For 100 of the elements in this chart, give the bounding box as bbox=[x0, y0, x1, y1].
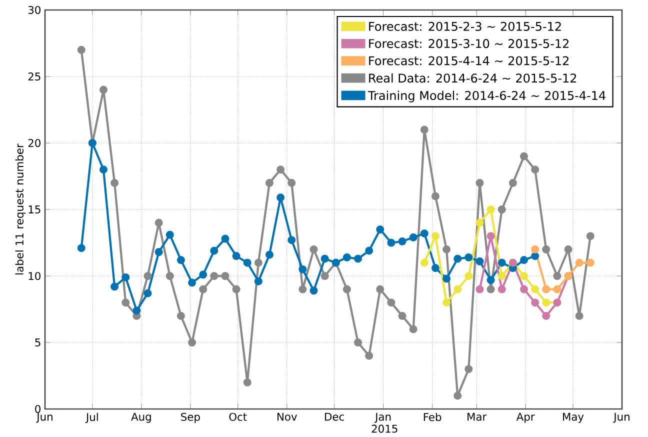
y-tick-label: 25 bbox=[28, 72, 40, 81]
point bbox=[476, 257, 484, 266]
point bbox=[464, 365, 473, 374]
point bbox=[77, 244, 86, 252]
point bbox=[288, 178, 296, 187]
point bbox=[476, 178, 484, 187]
point bbox=[265, 250, 274, 259]
point bbox=[298, 285, 307, 294]
y-tick-label: 30 bbox=[28, 6, 40, 14]
point bbox=[154, 218, 163, 227]
point bbox=[542, 298, 550, 307]
point bbox=[288, 236, 296, 244]
point bbox=[232, 285, 240, 294]
x-tick-label: Jun bbox=[613, 412, 630, 423]
point bbox=[320, 272, 329, 280]
point bbox=[508, 178, 517, 187]
point bbox=[210, 272, 218, 280]
x-tick-label: Jun bbox=[36, 412, 52, 423]
point bbox=[531, 285, 540, 294]
point bbox=[176, 256, 185, 264]
point bbox=[486, 276, 495, 284]
x-tick-label: Jan 2015 bbox=[372, 412, 398, 433]
point bbox=[486, 285, 495, 294]
point bbox=[342, 285, 351, 294]
point bbox=[276, 194, 285, 202]
point bbox=[520, 285, 528, 294]
point bbox=[531, 245, 540, 254]
point bbox=[243, 378, 252, 386]
point bbox=[409, 233, 418, 242]
x-tick-label: Dec bbox=[325, 412, 344, 421]
x-tick-label: Jul bbox=[85, 412, 98, 424]
point bbox=[575, 312, 584, 320]
point bbox=[520, 152, 528, 160]
point bbox=[132, 306, 141, 315]
y-axis-title: label 11 request number bbox=[15, 144, 26, 274]
x-tick-label: Nov bbox=[278, 412, 297, 421]
legend-label: Training Model: 2014-6-24 ~ 2015-4-14 bbox=[368, 90, 606, 102]
point bbox=[110, 282, 119, 291]
point bbox=[254, 277, 262, 286]
point bbox=[476, 218, 484, 227]
legend-label: Forecast: 2015-4-14 ~ 2015-5-12 bbox=[369, 56, 569, 66]
point bbox=[575, 258, 584, 267]
point bbox=[431, 232, 440, 240]
point bbox=[166, 272, 174, 280]
point bbox=[199, 285, 208, 294]
point bbox=[310, 286, 318, 295]
y-tick-label: 0 bbox=[35, 404, 40, 414]
x-tick-label: May bbox=[563, 412, 584, 423]
point bbox=[464, 253, 473, 262]
point bbox=[365, 246, 374, 255]
point bbox=[553, 285, 562, 294]
point bbox=[398, 237, 406, 246]
point bbox=[498, 272, 506, 280]
point bbox=[542, 285, 550, 294]
y-tick-label: 10 bbox=[28, 272, 40, 280]
point bbox=[221, 234, 230, 243]
point bbox=[232, 252, 240, 260]
point bbox=[144, 272, 152, 280]
point bbox=[276, 166, 285, 174]
point bbox=[454, 392, 462, 400]
point bbox=[199, 270, 208, 279]
point bbox=[486, 205, 495, 214]
point bbox=[298, 265, 307, 274]
point bbox=[310, 245, 318, 254]
point bbox=[144, 289, 152, 298]
legend-label: Forecast: 2015-3-10 ~ 2015-5-12 bbox=[369, 39, 569, 48]
legend-label: Real Data: 2014-6-24 ~ 2015-5-12 bbox=[369, 73, 576, 83]
point bbox=[99, 86, 108, 94]
point bbox=[176, 312, 185, 320]
point bbox=[354, 254, 362, 263]
point bbox=[110, 178, 119, 187]
point bbox=[265, 178, 274, 187]
point bbox=[420, 258, 428, 267]
point bbox=[376, 225, 384, 234]
point bbox=[122, 298, 130, 307]
point bbox=[476, 285, 484, 294]
point bbox=[542, 245, 550, 254]
y-tick-label: 5 bbox=[35, 338, 40, 346]
point bbox=[553, 272, 562, 280]
point bbox=[586, 258, 594, 267]
point bbox=[387, 238, 396, 247]
point bbox=[166, 230, 174, 239]
point bbox=[454, 254, 462, 263]
point bbox=[586, 232, 594, 240]
point bbox=[365, 352, 374, 360]
point bbox=[420, 126, 428, 134]
point bbox=[454, 285, 462, 294]
y-tick-label: 15 bbox=[28, 206, 40, 214]
x-tick-label: Sep bbox=[181, 412, 200, 423]
point bbox=[531, 298, 540, 307]
point bbox=[520, 256, 528, 264]
point bbox=[498, 205, 506, 214]
point bbox=[442, 245, 451, 254]
point bbox=[376, 285, 384, 294]
point bbox=[442, 298, 451, 307]
point bbox=[99, 166, 108, 174]
x-tick-label: Feb bbox=[424, 412, 442, 422]
y-tick-label: 20 bbox=[28, 138, 40, 148]
point bbox=[243, 258, 252, 267]
point bbox=[531, 252, 540, 260]
